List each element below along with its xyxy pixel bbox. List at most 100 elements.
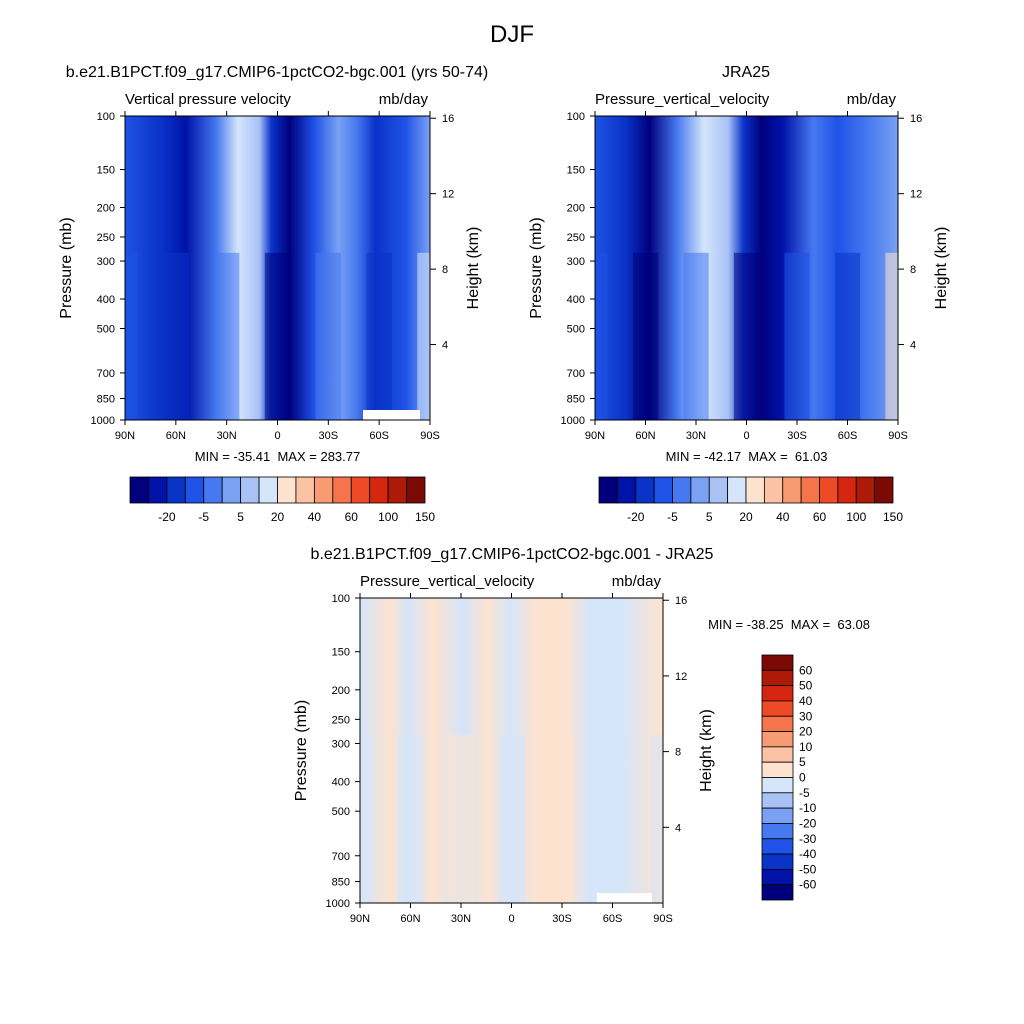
- colorbar-box: [727, 476, 747, 504]
- colorbar-label: 20: [739, 510, 753, 524]
- x-tick-label: 30N: [686, 430, 706, 442]
- y-tick-label: 850: [332, 876, 350, 888]
- y-axis-label: Pressure (mb): [528, 217, 545, 318]
- colorbar-box: [761, 700, 794, 717]
- profile-band: [549, 735, 575, 903]
- colorbar-label: -5: [667, 510, 678, 524]
- min-max-label: MIN = -35.41 MAX = 283.77: [195, 449, 360, 464]
- y-tick-label: 250: [97, 232, 115, 244]
- colorbar-box: [761, 792, 794, 809]
- colorbar-box: [166, 476, 186, 504]
- colorbar-box: [761, 868, 794, 886]
- y-tick-right-label: 8: [910, 264, 916, 276]
- y-tick-right-label: 8: [675, 747, 681, 759]
- colorbar-box: [690, 476, 710, 504]
- panel-title: b.e21.B1PCT.f09_g17.CMIP6-1pctCO2-bgc.00…: [66, 64, 488, 81]
- x-tick-label: 30S: [319, 430, 339, 442]
- profile-band: [683, 252, 709, 420]
- colorbar-box: [800, 476, 820, 504]
- y-tick-label: 500: [332, 806, 350, 818]
- colorbar-label: -20: [627, 510, 645, 524]
- colorbar-box: [761, 669, 794, 687]
- y-axis-right-label: Height (km): [465, 227, 482, 310]
- colorbar-label: 150: [415, 510, 435, 524]
- y-tick-right-label: 12: [442, 189, 454, 201]
- profile-band: [834, 252, 861, 420]
- profile-band: [595, 252, 608, 420]
- x-tick-label: 30S: [552, 913, 572, 925]
- colorbar-label: 40: [799, 694, 813, 708]
- colorbar-label: -60: [799, 878, 817, 892]
- left-string: Pressure_vertical_velocity: [595, 91, 770, 108]
- profile-band: [650, 735, 663, 903]
- colorbar-box: [148, 476, 168, 504]
- profile-band: [417, 252, 430, 420]
- colorbar: -20 -5 5 20 40 60 100 150: [598, 476, 903, 524]
- colorbar-label: 100: [846, 510, 866, 524]
- y-tick-label: 700: [332, 851, 350, 863]
- colorbar-label: 10: [799, 740, 813, 754]
- colorbar-box: [761, 715, 794, 732]
- x-tick-label: 60N: [635, 430, 655, 442]
- x-tick-label: 90N: [350, 913, 370, 925]
- y-tick-label: 400: [332, 777, 350, 789]
- colorbar: -20 -5 5 20 40 60 100 150: [129, 476, 435, 524]
- y-tick-label: 850: [567, 394, 585, 406]
- y-tick-label: 300: [332, 739, 350, 751]
- colorbar-label: 40: [308, 510, 322, 524]
- colorbar-box: [258, 476, 278, 504]
- y-tick-label: 850: [97, 394, 115, 406]
- y-tick-right-label: 8: [442, 264, 448, 276]
- colorbar-label: -20: [158, 510, 176, 524]
- colorbar-box: [761, 807, 794, 824]
- units-label: mb/day: [612, 573, 662, 590]
- colorbar-box: [761, 761, 794, 778]
- y-tick-label: 150: [332, 647, 350, 659]
- profile-band: [599, 735, 626, 903]
- x-tick-label: 0: [743, 430, 749, 442]
- units-label: mb/day: [379, 91, 429, 108]
- y-tick-right-label: 12: [910, 189, 922, 201]
- x-tick-label: 30N: [217, 430, 237, 442]
- profile-band: [784, 252, 810, 420]
- colorbar-box: [761, 838, 794, 855]
- colorbar-box: [761, 731, 794, 748]
- y-tick-right-label: 4: [910, 340, 916, 352]
- colorbar-label: -5: [799, 786, 810, 800]
- colorbar-label: 60: [813, 510, 827, 524]
- left-string: Pressure_vertical_velocity: [360, 573, 535, 590]
- profile-band: [448, 735, 474, 903]
- y-tick-label: 500: [97, 323, 115, 335]
- colorbar-box: [708, 476, 729, 504]
- colorbar-label: 0: [799, 771, 806, 785]
- y-tick-label: 300: [567, 256, 585, 268]
- units-label: mb/day: [847, 91, 897, 108]
- profile-band: [632, 252, 659, 420]
- profile-band: [397, 735, 424, 903]
- colorbar-label: 60: [799, 663, 813, 677]
- profile-band: [498, 735, 525, 903]
- panel-1: b.e21.B1PCT.f09_g17.CMIP6-1pctCO2-bgc.00…: [58, 64, 488, 524]
- y-tick-label: 100: [97, 111, 115, 123]
- colorbar-box: [672, 476, 692, 504]
- panel-2: JRA25 Pressure_vertical_velocity mb/day 90N…: [528, 64, 950, 524]
- colorbar-box: [406, 476, 426, 504]
- colorbar-label: 20: [271, 510, 285, 524]
- colorbar-label: 20: [799, 725, 813, 739]
- colorbar-box: [782, 476, 802, 504]
- y-tick-label: 1000: [91, 415, 115, 427]
- colorbar-box: [332, 476, 352, 504]
- colorbar-label: -20: [799, 816, 817, 830]
- missing-data-patch: [597, 893, 652, 903]
- colorbar-box: [221, 476, 242, 504]
- colorbar-box: [616, 476, 637, 504]
- x-tick-label: 90S: [888, 430, 908, 442]
- colorbar-label: 5: [237, 510, 244, 524]
- profile-band: [366, 252, 392, 420]
- panel-title: b.e21.B1PCT.f09_g17.CMIP6-1pctCO2-bgc.00…: [311, 546, 714, 563]
- colorbar-box: [761, 884, 794, 901]
- colorbar-label: -40: [799, 847, 817, 861]
- x-tick-label: 60S: [838, 430, 858, 442]
- colorbar-box: [837, 476, 857, 504]
- colorbar-box: [350, 476, 371, 504]
